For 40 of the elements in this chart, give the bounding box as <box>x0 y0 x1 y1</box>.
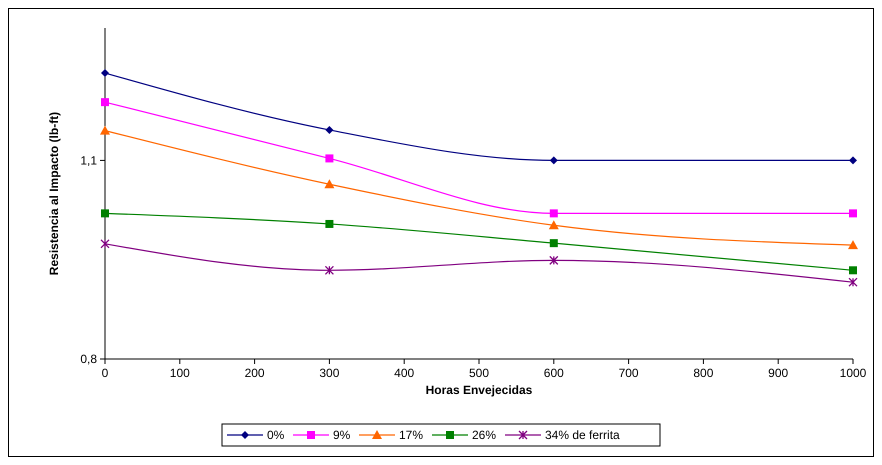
point <box>324 266 334 275</box>
x-tick-label: 400 <box>394 366 415 380</box>
point <box>548 220 559 230</box>
point <box>325 126 334 134</box>
point <box>550 209 558 218</box>
x-tick-label: 500 <box>468 366 490 380</box>
x-tick-label: 0 <box>102 366 109 380</box>
y-tick-label: 0,8 <box>80 352 98 366</box>
x-tick-label: 900 <box>768 366 789 380</box>
x-tick-label: 200 <box>244 366 265 380</box>
y-axis-title: Resistencia al Impacto (lb-ft) <box>47 112 61 276</box>
legend-label: 9% <box>333 428 351 442</box>
point <box>550 239 558 248</box>
legend-label: 34% de ferrita <box>545 428 620 442</box>
x-tick-label: 300 <box>319 366 340 380</box>
x-axis-title: Horas Envejecidas <box>426 383 533 397</box>
point <box>325 220 334 228</box>
point <box>324 179 334 188</box>
point <box>849 156 857 164</box>
legend-label: 26% <box>472 428 496 442</box>
point <box>849 266 857 274</box>
x-tick-label: 100 <box>170 366 190 380</box>
point <box>848 240 858 250</box>
point <box>325 154 334 162</box>
point <box>549 256 558 266</box>
point <box>100 239 110 248</box>
point <box>101 98 109 106</box>
point <box>101 69 109 78</box>
x-tick-label: 1000 <box>840 366 867 380</box>
point <box>848 278 858 287</box>
y-tick-label: 1,1 <box>80 154 98 168</box>
x-tick-label: 600 <box>544 366 564 380</box>
x-tick-label: 800 <box>693 366 714 380</box>
point <box>100 126 110 135</box>
legend-label: 0% <box>267 428 285 442</box>
point <box>550 156 558 164</box>
legend-label: 17% <box>399 428 424 442</box>
point <box>101 209 109 218</box>
x-tick-label: 700 <box>618 366 639 380</box>
point <box>849 209 857 218</box>
